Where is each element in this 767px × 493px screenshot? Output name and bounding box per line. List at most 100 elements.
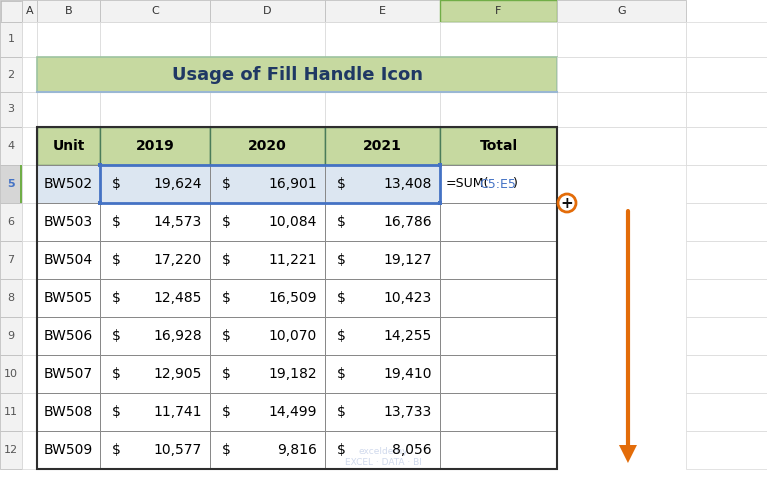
Text: 4: 4 [8, 141, 15, 151]
Bar [325, 355, 440, 393]
Text: 16,786: 16,786 [384, 215, 432, 229]
Text: 10: 10 [4, 369, 18, 379]
Bar [210, 165, 325, 203]
Text: $: $ [222, 367, 231, 381]
Bar [0, 317, 22, 355]
Bar [100, 393, 210, 431]
Text: 10,084: 10,084 [268, 215, 317, 229]
Bar [686, 22, 767, 57]
Bar [0, 0, 22, 22]
Text: BW507: BW507 [44, 367, 93, 381]
Bar [37, 127, 557, 469]
Bar [686, 241, 767, 279]
Text: Usage of Fill Handle Icon: Usage of Fill Handle Icon [172, 66, 423, 83]
Bar [325, 317, 440, 355]
Text: 13,408: 13,408 [384, 177, 432, 191]
Text: BW504: BW504 [44, 253, 93, 267]
Text: 12: 12 [4, 445, 18, 455]
Bar [100, 22, 210, 57]
Bar [37, 22, 100, 57]
Bar [100, 279, 210, 317]
Text: E: E [379, 6, 386, 16]
Text: $: $ [222, 177, 231, 191]
Bar [440, 317, 557, 355]
Bar [686, 92, 767, 127]
Bar [22, 241, 37, 279]
Bar [557, 57, 686, 92]
Bar [0, 22, 22, 57]
Text: $: $ [337, 329, 346, 343]
Text: $: $ [112, 443, 121, 457]
Text: G: G [617, 6, 626, 16]
Bar [325, 0, 440, 22]
Text: $: $ [222, 443, 231, 457]
Text: 7: 7 [8, 255, 15, 265]
Bar [440, 0, 557, 22]
Bar [440, 22, 557, 57]
Bar [440, 355, 557, 393]
Bar [325, 165, 440, 203]
Bar [0, 355, 22, 393]
Text: $: $ [222, 215, 231, 229]
Bar [22, 279, 37, 317]
Bar [98, 163, 102, 167]
Text: BW503: BW503 [44, 215, 93, 229]
Bar [210, 241, 325, 279]
Text: $: $ [222, 253, 231, 267]
Text: 1: 1 [8, 35, 15, 44]
Bar [325, 431, 440, 469]
Bar [20, 165, 22, 203]
Bar [37, 279, 100, 317]
Text: 2020: 2020 [249, 139, 287, 153]
Text: 10,577: 10,577 [153, 443, 202, 457]
Text: $: $ [112, 329, 121, 343]
Text: exceldemy
EXCEL · DATA · BI: exceldemy EXCEL · DATA · BI [344, 447, 421, 467]
Bar [0, 393, 22, 431]
Bar [37, 241, 100, 279]
Text: 13,733: 13,733 [384, 405, 432, 419]
Bar [686, 279, 767, 317]
Text: 16,901: 16,901 [268, 177, 317, 191]
Text: BW505: BW505 [44, 291, 93, 305]
Text: 10,070: 10,070 [268, 329, 317, 343]
Text: $: $ [112, 177, 121, 191]
Text: Unit: Unit [52, 139, 84, 153]
Bar [325, 393, 440, 431]
Bar [0, 57, 22, 92]
Bar [37, 165, 100, 203]
Text: $: $ [112, 291, 121, 305]
Bar [210, 431, 325, 469]
Bar [100, 355, 210, 393]
Bar [37, 0, 100, 22]
Bar [438, 163, 442, 167]
Text: B: B [64, 6, 72, 16]
Bar [440, 279, 557, 317]
Text: 19,410: 19,410 [384, 367, 432, 381]
Bar [557, 92, 686, 127]
Bar [22, 393, 37, 431]
Bar [0, 92, 22, 127]
Bar [686, 431, 767, 469]
Bar [0, 431, 22, 469]
Bar [22, 127, 37, 165]
Bar [440, 165, 557, 203]
Text: 11: 11 [4, 407, 18, 417]
Text: A: A [25, 6, 33, 16]
Bar [22, 0, 37, 22]
Bar [100, 317, 210, 355]
Bar [325, 92, 440, 127]
Bar [440, 92, 557, 127]
Text: 8,056: 8,056 [393, 443, 432, 457]
Text: $: $ [337, 367, 346, 381]
Text: 11,221: 11,221 [268, 253, 317, 267]
Text: $: $ [112, 367, 121, 381]
Bar [686, 165, 767, 203]
Bar [325, 241, 440, 279]
Bar [686, 203, 767, 241]
Bar [0, 279, 22, 317]
Bar [440, 431, 557, 469]
Bar [37, 393, 100, 431]
Bar [557, 0, 686, 22]
Text: 19,624: 19,624 [153, 177, 202, 191]
Bar [100, 165, 440, 203]
